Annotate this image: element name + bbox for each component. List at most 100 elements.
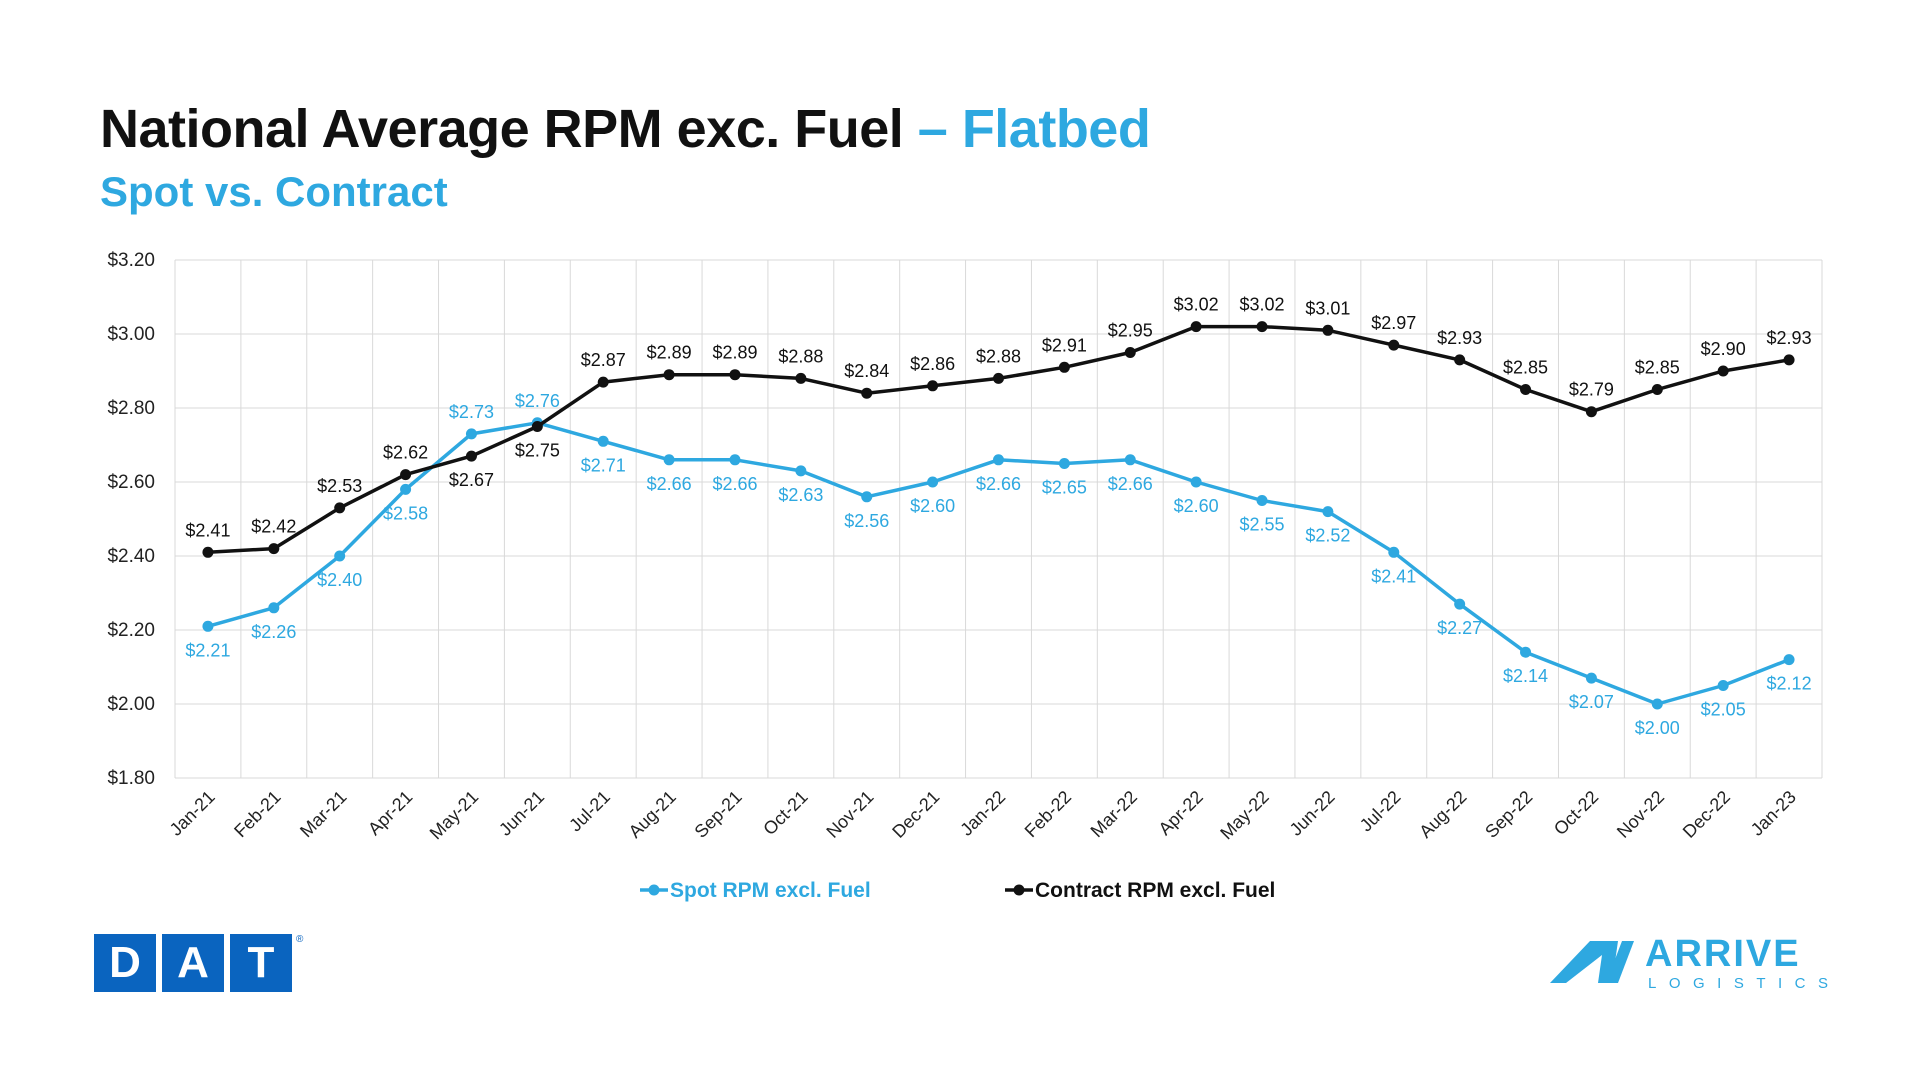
contract-data-label: $3.02 xyxy=(1174,295,1219,315)
x-tick-label: Feb-22 xyxy=(1021,787,1075,841)
legend-contract-label: Contract RPM excl. Fuel xyxy=(1035,879,1275,902)
spot-data-label: $2.26 xyxy=(251,622,296,642)
spot-data-point xyxy=(1585,672,1597,684)
dat-logo: D A T ® xyxy=(94,934,303,992)
chart-grid xyxy=(174,259,1823,779)
contract-data-label: $2.41 xyxy=(185,520,230,540)
spot-data-label: $2.07 xyxy=(1569,692,1614,712)
contract-data-label: $2.85 xyxy=(1635,358,1680,378)
contract-data-point xyxy=(400,469,412,481)
contract-data-label: $2.97 xyxy=(1371,313,1416,333)
arrive-logo-word: ARRIVE xyxy=(1645,933,1801,975)
spot-data-label: $2.40 xyxy=(317,570,362,590)
contract-data-point xyxy=(795,372,807,384)
contract-data-label: $2.91 xyxy=(1042,335,1087,355)
x-tick-label: Feb-21 xyxy=(230,787,284,841)
x-tick-label: May-21 xyxy=(426,787,483,844)
contract-data-label: $2.67 xyxy=(449,470,494,490)
contract-data-label: $2.90 xyxy=(1701,339,1746,359)
y-tick-label: $2.20 xyxy=(107,620,155,641)
spot-data-label: $2.66 xyxy=(976,474,1021,494)
contract-data-label: $2.89 xyxy=(712,343,757,363)
spot-data-point xyxy=(861,491,873,503)
contract-data-label: $2.89 xyxy=(647,343,692,363)
legend-spot-swatch-marker xyxy=(648,884,660,896)
dat-logo-letter-t: T xyxy=(230,934,292,992)
spot-data-label: $2.73 xyxy=(449,402,494,422)
x-tick-label: Aug-21 xyxy=(625,787,680,842)
contract-data-point xyxy=(1190,321,1202,333)
spot-data-label: $2.12 xyxy=(1767,674,1812,694)
contract-data-point xyxy=(861,387,873,399)
spot-data-point xyxy=(1388,546,1400,558)
dat-logo-letter-d: D xyxy=(94,934,156,992)
y-tick-label: $2.00 xyxy=(107,694,155,715)
x-tick-label: Jun-22 xyxy=(1286,787,1339,840)
chart-legend: Spot RPM excl. Fuel Contract RPM excl. Fu… xyxy=(640,879,1275,902)
spot-data-label: $2.41 xyxy=(1371,566,1416,586)
contract-data-point xyxy=(531,421,543,432)
contract-data-point xyxy=(729,369,741,381)
contract-data-label: $2.93 xyxy=(1437,328,1482,348)
spot-data-label: $2.60 xyxy=(1174,496,1219,516)
contract-data-point xyxy=(1454,354,1466,366)
contract-data-point xyxy=(597,376,609,388)
x-tick-label: Jul-22 xyxy=(1356,787,1405,836)
data-labels: $2.21 $2.26 $2.40 $2.58 $2.73 $2.76 $2.71 $2.66… xyxy=(185,295,1811,738)
contract-data-label: $2.85 xyxy=(1503,358,1548,378)
x-tick-label: Dec-22 xyxy=(1679,787,1734,842)
contract-data-label: $2.86 xyxy=(910,354,955,374)
contract-data-point xyxy=(1058,361,1070,373)
spot-data-point xyxy=(400,483,412,495)
contract-data-point xyxy=(1256,321,1268,333)
spot-data-point xyxy=(268,602,280,614)
spot-data-point xyxy=(1520,646,1532,658)
x-tick-label: Jan-21 xyxy=(166,787,219,840)
spot-data-label: $2.66 xyxy=(647,474,692,494)
contract-data-point xyxy=(1388,339,1400,351)
y-tick-label: $2.60 xyxy=(107,472,155,493)
dat-logo-letter-a: A xyxy=(162,934,224,992)
x-tick-label: May-22 xyxy=(1216,787,1273,844)
x-tick-label: Dec-21 xyxy=(888,787,943,842)
x-tick-label: Sep-21 xyxy=(691,787,746,842)
chart-title: National Average RPM exc. Fuel – Flatbed xyxy=(100,98,1151,160)
x-tick-label: Aug-22 xyxy=(1415,787,1470,842)
y-tick-label: $2.40 xyxy=(107,546,155,567)
chart-title-accent: – Flatbed xyxy=(917,99,1151,159)
x-tick-label: Nov-21 xyxy=(822,787,877,842)
spot-data-label: $2.27 xyxy=(1437,618,1482,638)
contract-data-point xyxy=(1322,324,1334,336)
spot-data-point xyxy=(465,428,477,440)
x-tick-label: Apr-21 xyxy=(364,787,416,839)
spot-data-label: $2.76 xyxy=(515,391,560,411)
x-axis-ticks: Jan-21 Feb-21 Mar-21 Apr-21 May-21 Jun-21 Jul-… xyxy=(166,787,1800,844)
contract-data-label: $2.88 xyxy=(976,346,1021,366)
x-tick-label: Sep-22 xyxy=(1481,787,1536,842)
contract-data-point xyxy=(1783,354,1795,366)
spot-data-point xyxy=(1322,506,1334,518)
spot-data-point xyxy=(729,454,741,466)
contract-data-label: $2.88 xyxy=(778,346,823,366)
x-tick-label: Jan-22 xyxy=(956,787,1009,840)
y-tick-label: $1.80 xyxy=(107,768,155,789)
contract-data-label: $2.93 xyxy=(1767,328,1812,348)
contract-data-point xyxy=(465,450,477,462)
contract-data-label: $2.79 xyxy=(1569,380,1614,400)
x-tick-label: Jun-21 xyxy=(495,787,548,840)
chart-series xyxy=(202,321,1795,710)
spot-data-point xyxy=(1190,476,1202,488)
chart-title-main: National Average RPM exc. Fuel xyxy=(100,99,904,159)
spot-data-point xyxy=(597,435,609,447)
contract-data-point xyxy=(1520,384,1532,395)
spot-data-point xyxy=(1058,458,1070,469)
y-tick-label: $3.20 xyxy=(107,250,155,271)
contract-data-point xyxy=(202,546,214,558)
contract-data-label: $2.75 xyxy=(515,441,560,461)
spot-data-point xyxy=(202,620,214,632)
contract-data-point xyxy=(1124,347,1136,358)
contract-data-label: $2.84 xyxy=(844,361,889,381)
spot-data-label: $2.05 xyxy=(1701,700,1746,720)
spot-data-point xyxy=(663,454,675,466)
